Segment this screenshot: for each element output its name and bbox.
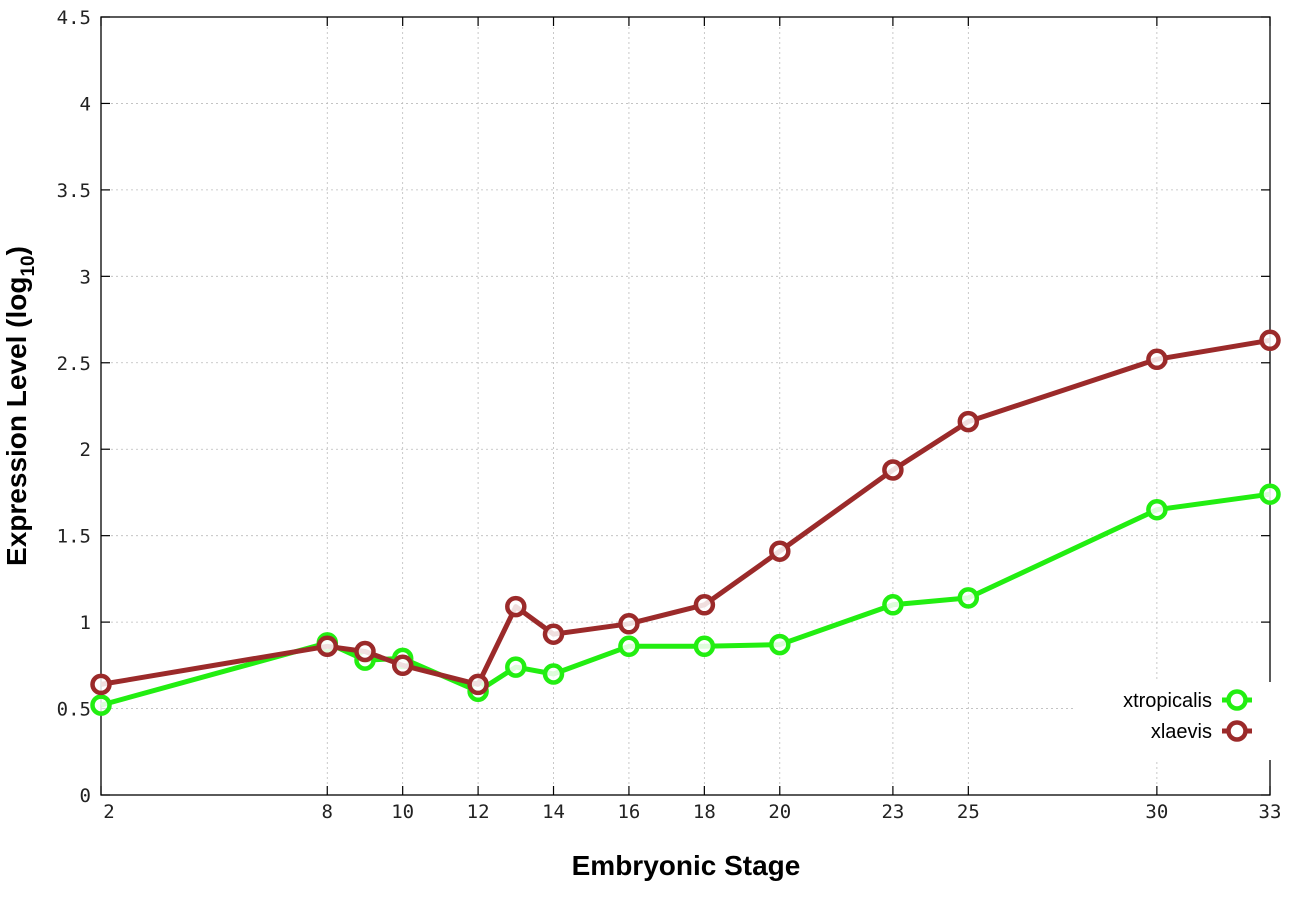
x-tick-label: 25: [957, 801, 980, 823]
legend-marker: [1226, 720, 1248, 742]
series-line: [100, 491, 1271, 708]
data-point: [1146, 498, 1168, 521]
x-tick-label: 14: [542, 801, 565, 823]
data-point: [882, 459, 904, 481]
plot-area-border: [100, 16, 1271, 796]
x-tick-label: 12: [467, 801, 490, 823]
y-tick-label: 1.5: [57, 526, 91, 548]
data-point: [354, 640, 376, 663]
y-axis-title-close: ): [1, 246, 32, 255]
legend-label: xlaevis: [1151, 721, 1212, 743]
legend-item-xlaevis: xlaevis: [1151, 720, 1252, 743]
data-point: [467, 673, 489, 696]
legend-marker: [1226, 689, 1248, 711]
data-point: [957, 587, 980, 609]
data-point: [769, 633, 791, 656]
y-tick-label: 3: [80, 266, 91, 288]
x-tick-label: 2: [103, 801, 114, 823]
x-tick-label: 33: [1259, 801, 1282, 823]
series-layer: [90, 329, 1281, 716]
data-point: [90, 694, 112, 716]
y-tick-label: 3.5: [57, 180, 91, 202]
series-line: [100, 337, 1271, 687]
legend-item-xtropicalis: xtropicalis: [1123, 689, 1252, 712]
data-point: [391, 654, 414, 677]
axis-ticks: 2 8 10 12 14 16 18 20 23 25 30 33 0 0.5 1 1.5 2 2.5 3 3.5 4 4…: [57, 7, 1282, 823]
data-point: [618, 613, 640, 635]
y-tick-label: 4: [80, 93, 91, 115]
y-tick-label: 1: [80, 612, 91, 634]
x-tick-label: 30: [1145, 801, 1168, 823]
x-tick-label: 20: [768, 801, 791, 823]
data-point: [1146, 348, 1168, 371]
data-point: [505, 595, 527, 618]
data-point: [882, 594, 904, 616]
data-point: [1259, 483, 1281, 505]
data-point: [90, 673, 112, 696]
y-tick-label: 2.5: [57, 353, 91, 375]
y-tick-label: 0.5: [57, 699, 91, 721]
data-point: [618, 635, 640, 658]
x-tick-label: 10: [391, 801, 414, 823]
legend-label: xtropicalis: [1123, 690, 1212, 712]
data-point: [542, 623, 565, 645]
data-point: [693, 594, 716, 616]
grid-lines: [101, 17, 1270, 795]
x-tick-label: 18: [693, 801, 716, 823]
y-axis-title-subscript: 10: [18, 255, 39, 276]
y-axis-title: Expression Level (log10): [1, 246, 39, 566]
y-axis-title-main: Expression Level (log: [1, 277, 32, 566]
x-tick-label: 8: [322, 801, 333, 823]
y-tick-label: 0: [80, 785, 91, 807]
y-tick-label: 4.5: [57, 7, 91, 29]
data-point: [1259, 329, 1281, 352]
x-axis-title: Embryonic Stage: [572, 850, 801, 881]
data-point: [769, 540, 791, 562]
data-point: [316, 635, 339, 658]
data-point: [505, 656, 527, 678]
x-tick-label: 23: [881, 801, 904, 823]
data-point: [542, 663, 565, 685]
x-tick-label: 16: [617, 801, 640, 823]
y-tick-label: 2: [80, 439, 91, 461]
series-xtropicalis: [90, 483, 1281, 716]
legend: xtropicalis xlaevis: [1075, 682, 1271, 760]
series-xlaevis: [90, 329, 1281, 696]
data-point: [957, 410, 980, 433]
data-point: [693, 635, 716, 658]
